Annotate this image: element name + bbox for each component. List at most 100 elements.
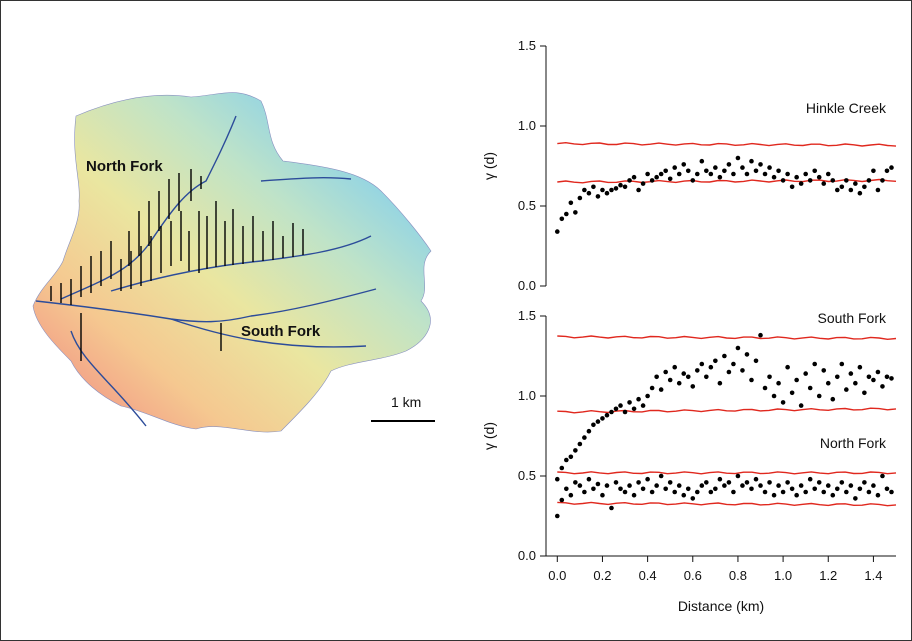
- data-point: [744, 352, 750, 357]
- data-point: [586, 190, 592, 196]
- data-point: [776, 380, 781, 386]
- data-point: [631, 174, 637, 180]
- data-point: [722, 353, 727, 359]
- data-point: [708, 364, 714, 370]
- data-point: [848, 187, 854, 193]
- data-point: [649, 489, 655, 495]
- data-point: [645, 476, 650, 482]
- map-label-north-fork: North Fork: [86, 158, 163, 175]
- data-point: [771, 393, 777, 399]
- data-point: [672, 364, 678, 370]
- data-point: [690, 178, 696, 183]
- data-point: [613, 406, 619, 412]
- data-point: [789, 184, 795, 190]
- data-point: [699, 361, 705, 367]
- y-tick-label: 1.5: [518, 38, 536, 53]
- data-point: [631, 492, 637, 498]
- data-point: [609, 409, 614, 415]
- data-point: [830, 492, 836, 498]
- data-point: [672, 489, 678, 495]
- data-point: [722, 168, 727, 174]
- data-point: [812, 486, 818, 492]
- data-point: [667, 377, 673, 383]
- x-tick-label: 0.2: [593, 568, 611, 583]
- data-points: [554, 155, 894, 234]
- data-point: [830, 178, 836, 183]
- data-point: [821, 368, 827, 373]
- data-point: [554, 476, 560, 482]
- data-point: [839, 361, 845, 367]
- data-point: [717, 476, 723, 482]
- data-point: [577, 195, 583, 201]
- data-point: [825, 483, 831, 488]
- data-point: [667, 176, 673, 182]
- data-point: [767, 165, 772, 170]
- data-point: [586, 428, 592, 434]
- data-point: [785, 171, 790, 177]
- data-point: [785, 480, 790, 485]
- data-point: [839, 480, 845, 485]
- data-point: [875, 187, 881, 193]
- y-axis-title: γ (d): [481, 422, 497, 450]
- data-point: [713, 165, 718, 170]
- data-point: [776, 483, 781, 488]
- data-point: [559, 216, 565, 222]
- data-point: [812, 361, 818, 367]
- data-point: [798, 483, 804, 488]
- data-point: [591, 486, 596, 492]
- data-point: [780, 178, 786, 183]
- data-point: [704, 168, 709, 174]
- data-point: [834, 374, 840, 380]
- data-point: [568, 200, 574, 206]
- data-point: [816, 174, 822, 180]
- data-point: [871, 168, 876, 174]
- data-point: [582, 435, 587, 440]
- data-point: [604, 412, 610, 418]
- data-point: [640, 181, 646, 186]
- x-tick-label: 1.2: [819, 568, 837, 583]
- data-point: [875, 369, 881, 375]
- data-point: [713, 486, 718, 492]
- y-tick-label: 1.5: [518, 308, 536, 323]
- data-point: [853, 380, 858, 386]
- data-point: [568, 454, 574, 460]
- envelope-line: [557, 501, 897, 507]
- x-tick-label: 1.0: [774, 568, 792, 583]
- chart-panel-bottom: 0.0 0.5 1.0 1.5 0.0 0.2 0.4 0.6 0.8 1.0 1.2 1.4 So…: [481, 308, 897, 614]
- channel-profile-spikes: [50, 169, 304, 361]
- data-point: [753, 476, 759, 482]
- data-point: [568, 492, 574, 498]
- data-point: [889, 376, 894, 381]
- data-point: [658, 171, 664, 177]
- data-point: [789, 390, 795, 396]
- data-point: [618, 486, 623, 492]
- data-point: [821, 181, 827, 186]
- data-point: [640, 403, 646, 408]
- data-point: [862, 390, 867, 396]
- data-point: [591, 184, 596, 190]
- envelope-lines: [557, 141, 897, 184]
- data-point: [780, 400, 786, 405]
- x-tick-label: 0.6: [684, 568, 702, 583]
- data-point: [717, 380, 723, 386]
- data-point: [848, 371, 854, 376]
- data-point: [853, 496, 858, 501]
- data-point: [645, 171, 650, 177]
- data-point: [857, 486, 863, 492]
- annotation-south-fork: South Fork: [818, 310, 887, 326]
- chart-panel-top: 0.0 0.5 1.0 1.5 Hinkle Creek γ (d): [481, 38, 897, 293]
- data-point: [573, 480, 578, 485]
- data-point: [857, 190, 863, 196]
- data-point: [654, 483, 659, 488]
- data-point: [767, 374, 772, 380]
- data-point: [767, 480, 772, 485]
- data-point: [812, 168, 818, 174]
- data-point: [609, 187, 614, 193]
- data-point: [613, 480, 619, 485]
- data-point: [631, 406, 637, 412]
- data-point: [866, 178, 872, 183]
- data-point: [667, 480, 673, 485]
- data-point: [636, 396, 641, 402]
- x-tick-label: 0.0: [548, 568, 566, 583]
- data-point: [785, 364, 790, 370]
